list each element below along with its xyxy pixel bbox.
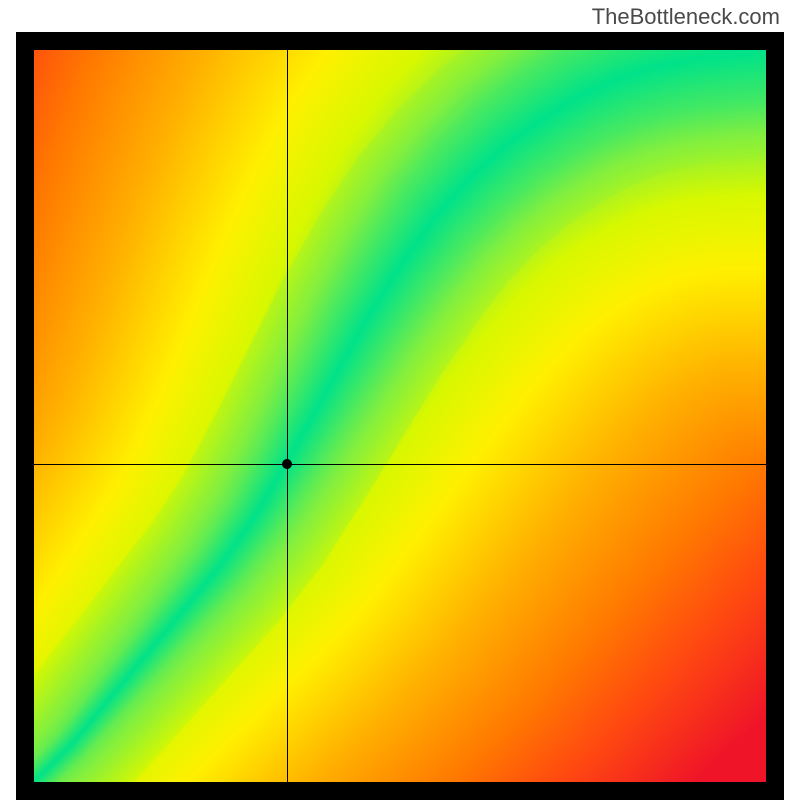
plot-area (34, 50, 766, 782)
crosshair-vertical (287, 50, 288, 782)
plot-frame (16, 32, 784, 800)
heatmap-canvas (34, 50, 766, 782)
watermark-text: TheBottleneck.com (592, 4, 780, 30)
chart-container: TheBottleneck.com (0, 0, 800, 800)
crosshair-horizontal (34, 464, 766, 465)
data-point-marker (282, 459, 292, 469)
